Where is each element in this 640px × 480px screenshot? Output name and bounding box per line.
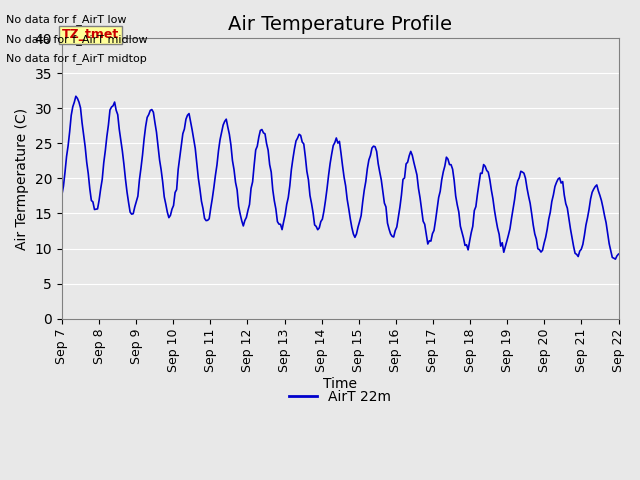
Text: No data for f_AirT midlow: No data for f_AirT midlow bbox=[6, 34, 148, 45]
X-axis label: Time: Time bbox=[323, 377, 357, 391]
Title: Air Temperature Profile: Air Temperature Profile bbox=[228, 15, 452, 34]
Text: No data for f_AirT low: No data for f_AirT low bbox=[6, 14, 127, 25]
Legend: AirT 22m: AirT 22m bbox=[284, 384, 397, 410]
Text: TZ_tmet: TZ_tmet bbox=[62, 28, 119, 41]
Y-axis label: Air Termperature (C): Air Termperature (C) bbox=[15, 108, 29, 250]
Text: No data for f_AirT midtop: No data for f_AirT midtop bbox=[6, 53, 147, 64]
